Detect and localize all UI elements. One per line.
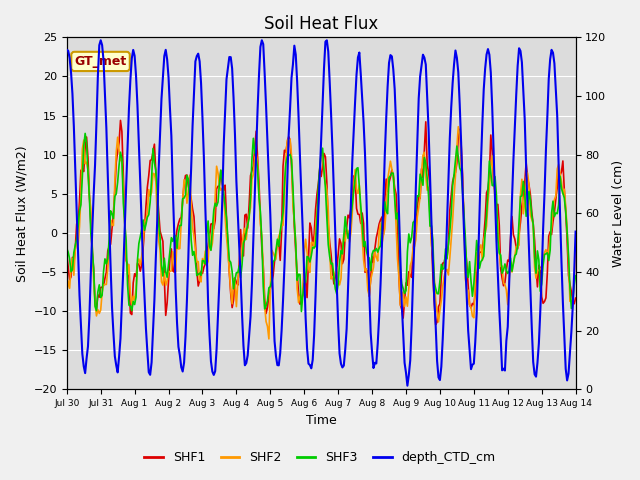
Text: GT_met: GT_met [74, 55, 127, 68]
Title: Soil Heat Flux: Soil Heat Flux [264, 15, 378, 33]
Y-axis label: Soil Heat Flux (W/m2): Soil Heat Flux (W/m2) [15, 145, 28, 282]
X-axis label: Time: Time [306, 414, 337, 427]
Y-axis label: Water Level (cm): Water Level (cm) [612, 160, 625, 267]
Legend: SHF1, SHF2, SHF3, depth_CTD_cm: SHF1, SHF2, SHF3, depth_CTD_cm [140, 446, 500, 469]
